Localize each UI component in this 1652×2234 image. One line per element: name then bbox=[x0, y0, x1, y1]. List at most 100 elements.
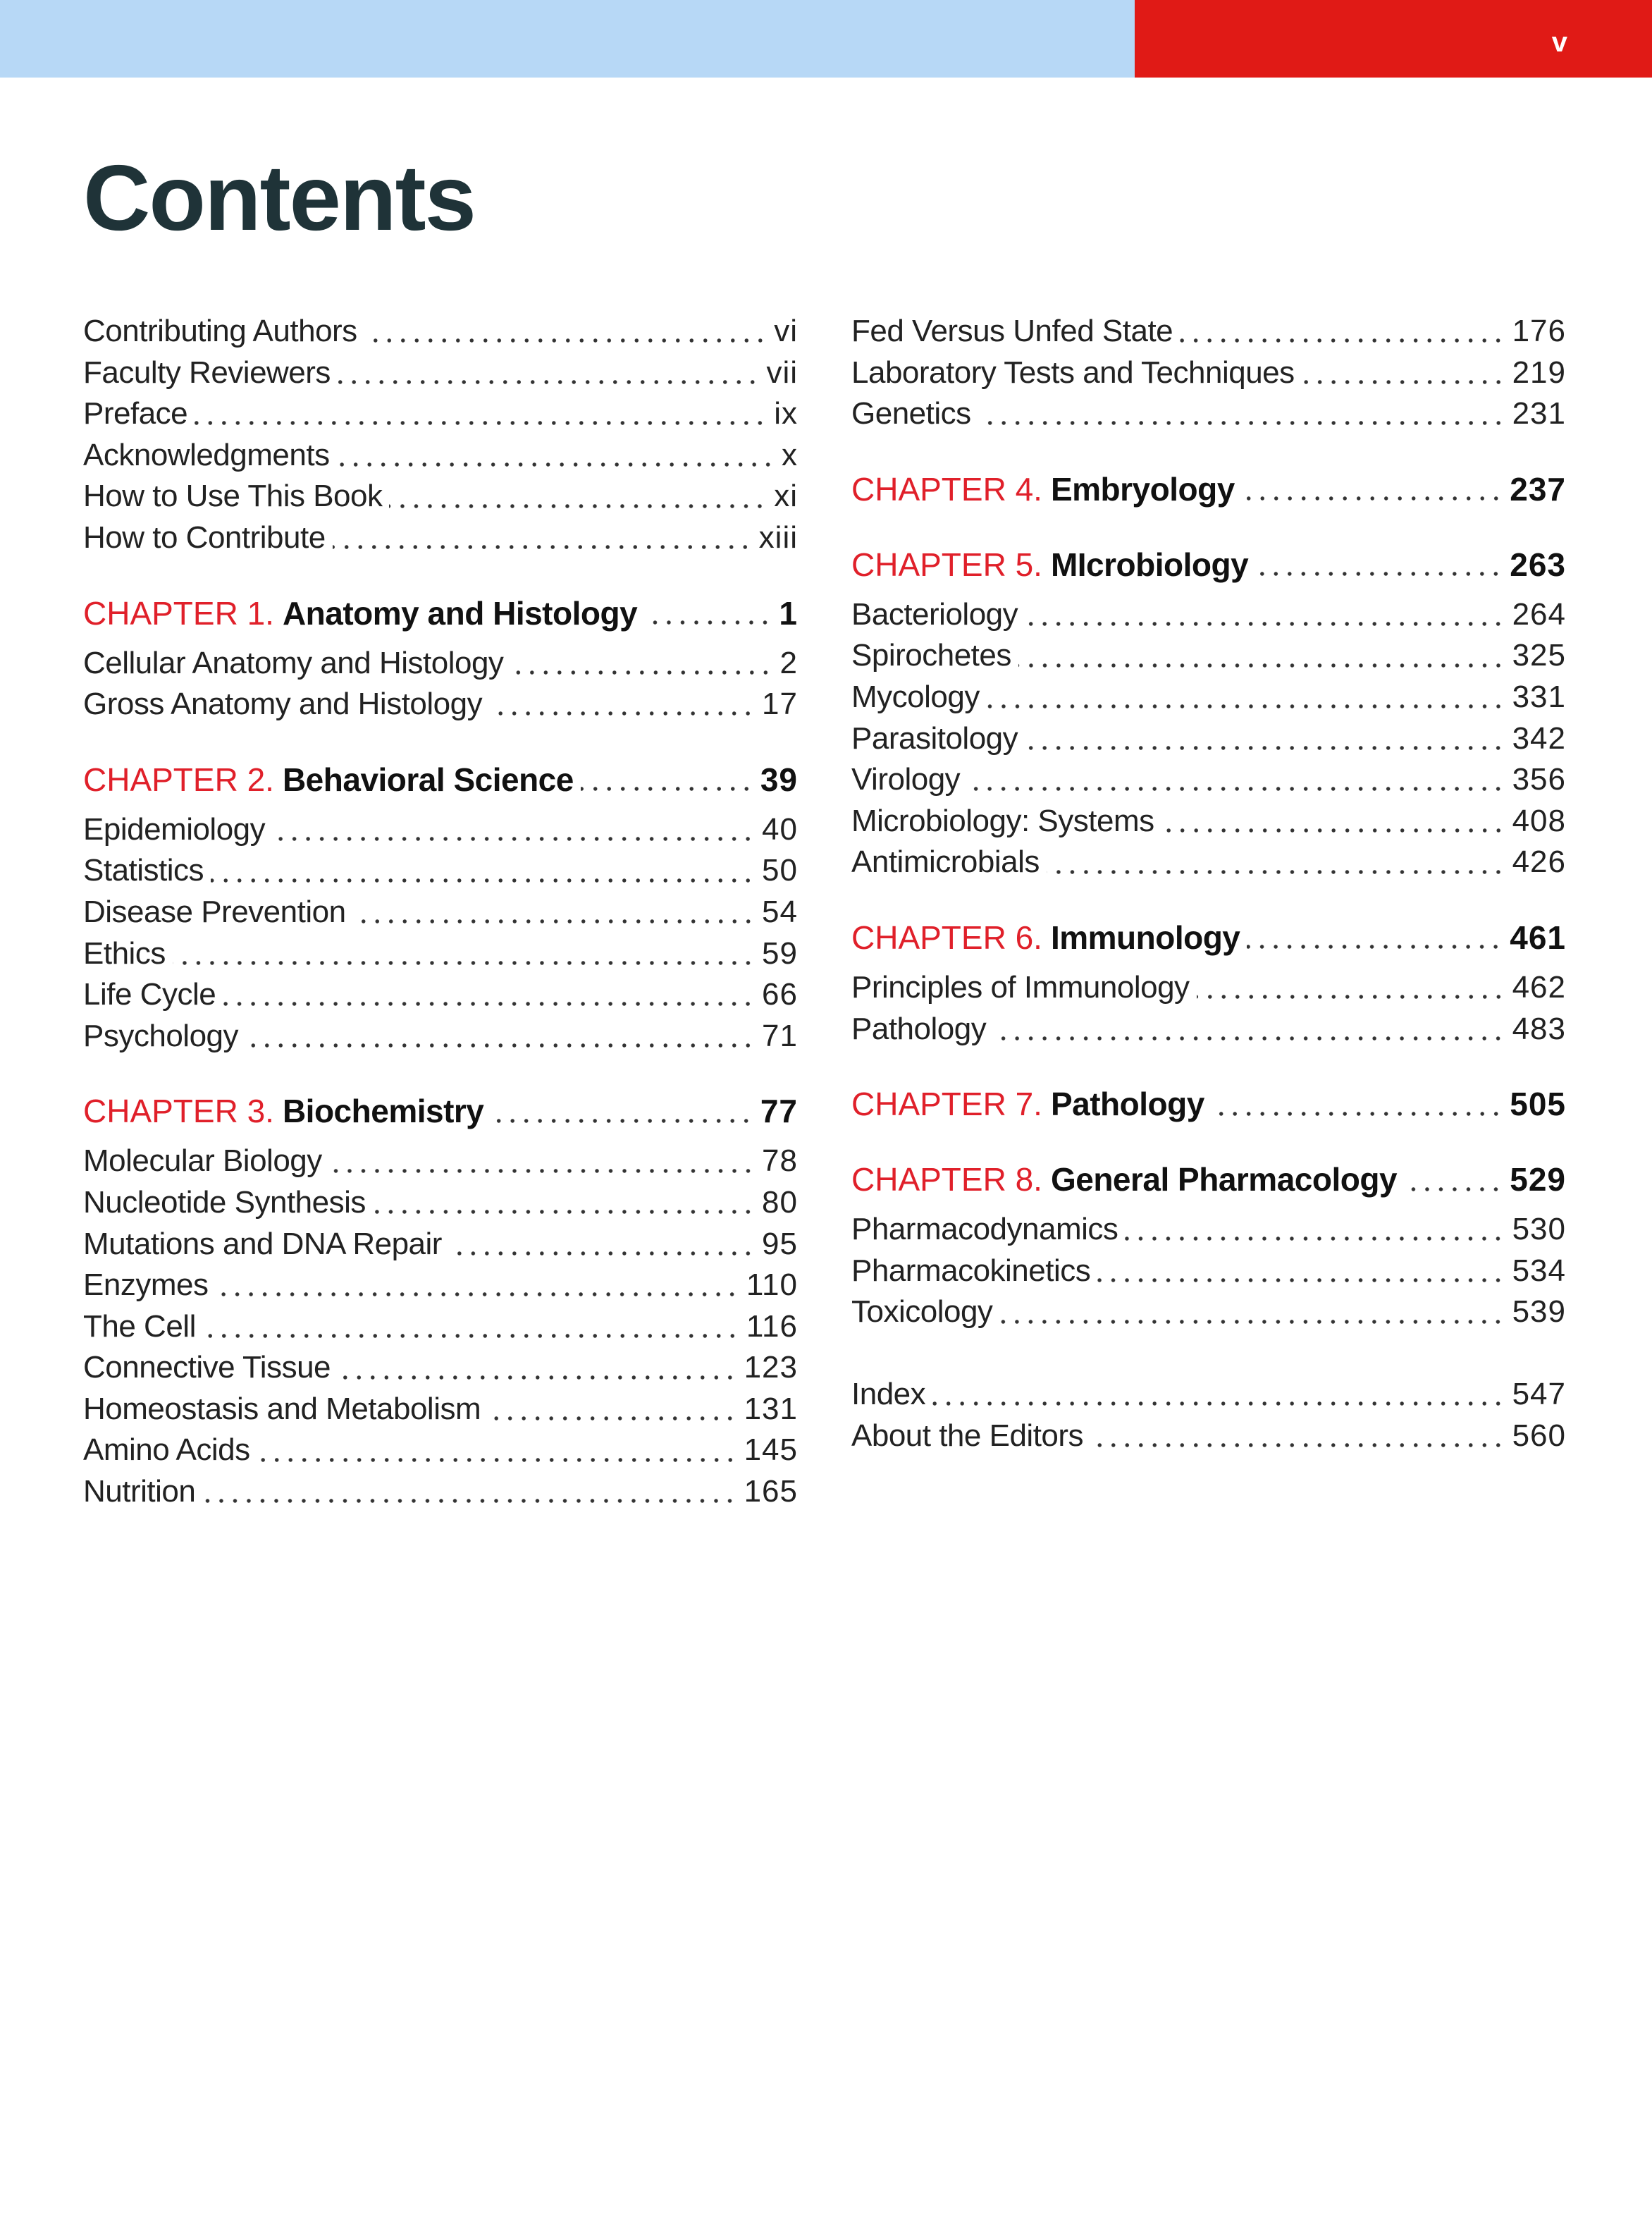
toc-entry[interactable]: Bacteriology 264 bbox=[851, 594, 1566, 636]
toc-entry[interactable]: Nucleotide Synthesis 80 bbox=[83, 1182, 798, 1224]
toc-section: CHAPTER 7. Pathology 505 bbox=[851, 1075, 1566, 1134]
chapter-label: CHAPTER 2. bbox=[83, 761, 274, 798]
entry-page: 165 bbox=[744, 1474, 798, 1509]
toc-entry[interactable]: Epidemiology 40 bbox=[83, 809, 798, 851]
toc-entry[interactable]: Nutrition 165 bbox=[83, 1471, 798, 1513]
entry-page: 40 bbox=[762, 811, 798, 847]
toc-entry[interactable]: Molecular Biology 78 bbox=[83, 1141, 798, 1182]
entry-page: 2 bbox=[779, 645, 798, 680]
entry-title: Gross Anatomy and Histology bbox=[83, 687, 483, 722]
chapter-page: 263 bbox=[1510, 546, 1566, 583]
chapter-heading[interactable]: CHAPTER 5. MIcrobiology 263 bbox=[851, 536, 1566, 594]
dot-leader bbox=[489, 710, 756, 718]
chapter-heading[interactable]: CHAPTER 3. Biochemistry 77 bbox=[83, 1082, 798, 1141]
chapter-title: Pathology bbox=[1050, 1086, 1204, 1123]
entry-page: 483 bbox=[1512, 1011, 1566, 1046]
toc-entry[interactable]: Genetics 231 bbox=[851, 393, 1566, 435]
dot-leader bbox=[1025, 744, 1505, 751]
toc-entry[interactable]: Connective Tissue 123 bbox=[83, 1347, 798, 1389]
entry-title: Epidemiology bbox=[83, 811, 266, 847]
toc-entry[interactable]: Cellular Anatomy and Histology 2 bbox=[83, 643, 798, 685]
chapter-heading[interactable]: CHAPTER 7. Pathology 505 bbox=[851, 1075, 1566, 1134]
toc-entry[interactable]: Spirochetes 325 bbox=[851, 635, 1566, 677]
toc-entry[interactable]: Acknowledgments x bbox=[83, 435, 798, 477]
dot-leader bbox=[328, 1167, 756, 1174]
dot-leader bbox=[272, 835, 756, 843]
entry-page: 66 bbox=[762, 977, 798, 1012]
chapter-title: MIcrobiology bbox=[1050, 546, 1249, 583]
dot-leader bbox=[1404, 1185, 1503, 1193]
entry-title: Psychology bbox=[83, 1018, 239, 1053]
toc-section: CHAPTER 2. Behavioral Science 39 Epidemiolo… bbox=[83, 751, 798, 1057]
toc-entry[interactable]: Antimicrobials 426 bbox=[851, 842, 1566, 883]
toc-entry[interactable]: How to Use This Book xi bbox=[83, 476, 798, 517]
toc-entry[interactable]: Disease Prevention 54 bbox=[83, 892, 798, 933]
toc-entry[interactable]: Pathology 483 bbox=[851, 1009, 1566, 1050]
entry-title: Preface bbox=[83, 396, 188, 431]
toc-right-column: Fed Versus Unfed State 176 Laboratory Test… bbox=[851, 311, 1566, 1456]
dot-leader bbox=[448, 1249, 756, 1257]
toc-entry[interactable]: Amino Acids 145 bbox=[83, 1430, 798, 1471]
entry-page: ix bbox=[774, 396, 798, 431]
toc-entry[interactable]: Pharmacodynamics 530 bbox=[851, 1209, 1566, 1251]
chapter-page: 529 bbox=[1510, 1161, 1566, 1198]
toc-entry[interactable]: Toxicology 539 bbox=[851, 1291, 1566, 1333]
dot-leader bbox=[257, 1456, 737, 1463]
toc-entry[interactable]: Faculty Reviewers vii bbox=[83, 352, 798, 394]
toc-entry[interactable]: Homeostasis and Metabolism 131 bbox=[83, 1389, 798, 1430]
toc-entry[interactable]: Principles of Immunology 462 bbox=[851, 967, 1566, 1009]
toc-entry[interactable]: Microbiology: Systems 408 bbox=[851, 801, 1566, 842]
toc-entry[interactable]: Psychology 71 bbox=[83, 1016, 798, 1057]
entry-page: x bbox=[782, 437, 798, 472]
entry-title: Life Cycle bbox=[83, 977, 216, 1012]
entry-title: Spirochetes bbox=[851, 638, 1011, 673]
toc-entry[interactable]: Ethics 59 bbox=[83, 933, 798, 975]
toc-entry[interactable]: Mycology 331 bbox=[851, 677, 1566, 718]
entry-page: 356 bbox=[1512, 762, 1566, 797]
toc-entry[interactable]: Preface ix bbox=[83, 393, 798, 435]
dot-leader bbox=[202, 1332, 739, 1339]
toc-entry[interactable]: Laboratory Tests and Techniques 219 bbox=[851, 352, 1566, 394]
toc-entry[interactable]: Pharmacokinetics 534 bbox=[851, 1251, 1566, 1292]
toc-section: CHAPTER 5. MIcrobiology 263 Bacteriology 264… bbox=[851, 536, 1566, 883]
toc-entry[interactable]: Virology 356 bbox=[851, 759, 1566, 801]
entry-title: Homeostasis and Metabolism bbox=[83, 1391, 481, 1426]
entry-title: Pharmacodynamics bbox=[851, 1212, 1118, 1247]
entry-page: 123 bbox=[744, 1350, 798, 1385]
chapter-label: CHAPTER 1. bbox=[83, 594, 274, 632]
toc-entry[interactable]: The Cell 116 bbox=[83, 1306, 798, 1348]
entry-page: 95 bbox=[762, 1226, 798, 1261]
toc-entry[interactable]: Contributing Authors vi bbox=[83, 311, 798, 352]
chapter-heading[interactable]: CHAPTER 4. Embryology 237 bbox=[851, 460, 1566, 519]
dot-leader bbox=[932, 1400, 1505, 1408]
entry-title: How to Contribute bbox=[83, 520, 326, 555]
toc-entry[interactable]: Index 547 bbox=[851, 1374, 1566, 1416]
chapter-heading[interactable]: CHAPTER 1. Anatomy and Histology 1 bbox=[83, 584, 798, 643]
toc-section: CHAPTER 6. Immunology 461 Principles of Imm… bbox=[851, 909, 1566, 1050]
dot-leader bbox=[1161, 827, 1505, 835]
toc-entry[interactable]: Enzymes 110 bbox=[83, 1265, 798, 1306]
dot-leader bbox=[1196, 993, 1505, 1001]
entry-title: Nucleotide Synthesis bbox=[83, 1184, 366, 1220]
toc-entry[interactable]: Life Cycle 66 bbox=[83, 974, 798, 1016]
entry-title: Virology bbox=[851, 762, 961, 797]
toc-entry[interactable]: Parasitology 342 bbox=[851, 718, 1566, 760]
chapter-heading[interactable]: CHAPTER 2. Behavioral Science 39 bbox=[83, 751, 798, 809]
entry-title: The Cell bbox=[83, 1308, 196, 1344]
entry-page: 560 bbox=[1512, 1418, 1566, 1453]
toc-entry[interactable]: Mutations and DNA Repair 95 bbox=[83, 1224, 798, 1265]
toc-entry[interactable]: Statistics 50 bbox=[83, 850, 798, 892]
entry-page: 50 bbox=[762, 853, 798, 888]
dot-leader bbox=[1241, 495, 1503, 503]
toc-section: Contributing Authors vi Faculty Reviewers v… bbox=[83, 311, 798, 559]
entry-page: 325 bbox=[1512, 638, 1566, 673]
entry-title: Nutrition bbox=[83, 1474, 196, 1509]
chapter-heading[interactable]: CHAPTER 6. Immunology 461 bbox=[851, 909, 1566, 967]
entry-title: Amino Acids bbox=[83, 1432, 250, 1468]
page-title: Contents bbox=[83, 146, 476, 250]
toc-entry[interactable]: Gross Anatomy and Histology 17 bbox=[83, 684, 798, 725]
toc-entry[interactable]: About the Editors 560 bbox=[851, 1416, 1566, 1457]
chapter-heading[interactable]: CHAPTER 8. General Pharmacology 529 bbox=[851, 1150, 1566, 1209]
toc-entry[interactable]: Fed Versus Unfed State 176 bbox=[851, 311, 1566, 352]
toc-entry[interactable]: How to Contribute xiii bbox=[83, 517, 798, 559]
